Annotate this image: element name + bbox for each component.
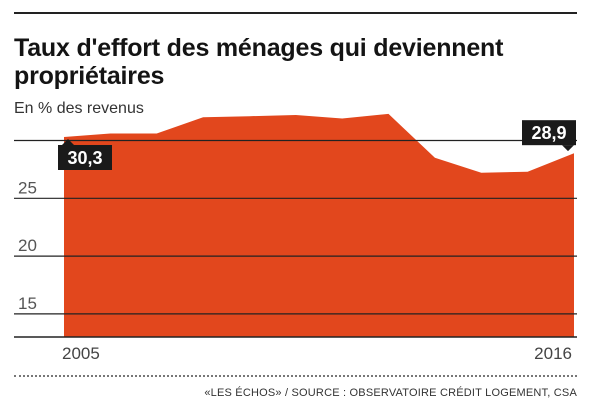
source-note: «LES ÉCHOS» / SOURCE : OBSERVATOIRE CRÉD… [204,387,577,399]
area-series [64,113,574,338]
value-label-box-2005 [58,144,112,170]
chart-title: Taux d'effort des ménages qui deviennent… [14,34,577,90]
value-label-box-2016 [522,120,576,146]
y-tick-label-20: 20 [18,236,37,255]
top-rule [14,12,577,14]
y-unit-label: En % des revenus [14,100,144,117]
chart-title-line1: Taux d'effort des ménages qui deviennent [14,34,504,62]
chart-title-line2: propriétaires [14,62,165,90]
value-label-pointer-2016 [562,145,574,152]
value-label-pointer-2005 [62,138,74,145]
value-label-2016: 28,9 [531,123,566,143]
x-tick-label-2005: 2005 [62,344,100,363]
footer-divider [14,375,577,377]
value-label-2005: 30,3 [67,148,102,168]
y-tick-label-15: 15 [18,294,37,313]
area-chart: 15 20 25 2005 2016 30,3 28,9 [14,113,577,363]
y-tick-label-25: 25 [18,178,37,197]
x-tick-label-2016: 2016 [534,344,572,363]
